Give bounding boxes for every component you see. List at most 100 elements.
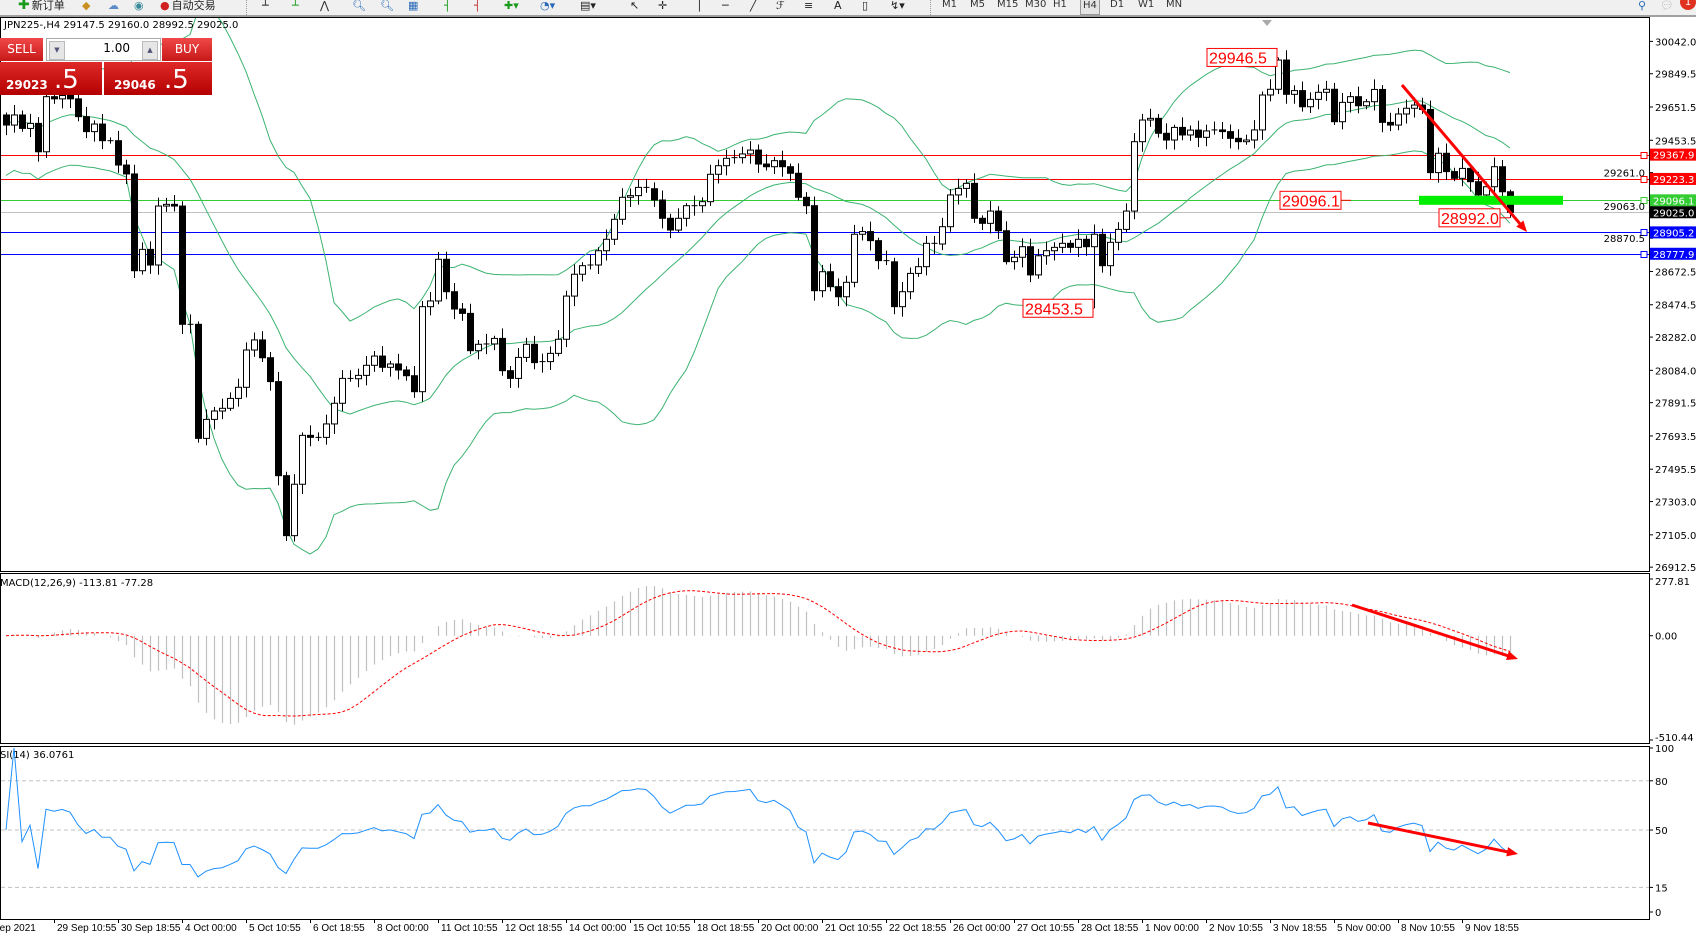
timeframe-h4[interactable]: H4	[1080, 0, 1100, 15]
alert-count-badge[interactable]: 1	[1680, 0, 1696, 10]
candle-bear-body	[787, 166, 794, 174]
candle	[1243, 134, 1250, 145]
fibo-icon[interactable]: ℱ	[776, 0, 785, 12]
lot-size-input[interactable]: ▼ 1.00 ▲	[46, 38, 161, 61]
candle	[1147, 108, 1154, 127]
candle	[787, 163, 794, 182]
candle	[1027, 238, 1034, 283]
candle-chart-icon[interactable]: ┴	[292, 0, 299, 12]
timeframe-mn[interactable]: MN	[1166, 0, 1183, 10]
signal-icon[interactable]: ◉	[134, 0, 144, 12]
candle-bull-body	[747, 149, 754, 155]
chat-icon[interactable]: 💬︎	[1660, 0, 1674, 12]
candle-bull-body	[1267, 88, 1274, 96]
candle	[83, 106, 90, 139]
candle-bear-body	[1379, 88, 1386, 123]
macd-trend-arrow-head	[1506, 651, 1518, 661]
candle	[299, 432, 306, 495]
candle	[307, 425, 314, 447]
candle-bear-body	[19, 114, 26, 129]
candle-bear-body	[891, 261, 898, 308]
candle-bear-body	[1387, 121, 1394, 126]
candle	[731, 149, 738, 164]
autoscroll-icon[interactable]: ┤	[444, 0, 451, 12]
candle-bull-body	[547, 352, 554, 363]
timeframe-d1[interactable]: D1	[1110, 0, 1125, 10]
timeframe-h1[interactable]: H1	[1053, 0, 1067, 10]
timeframe-m30[interactable]: M30	[1025, 0, 1047, 10]
candle	[1267, 79, 1274, 102]
timeframe-m15[interactable]: M15	[997, 0, 1019, 10]
time-axis-label: 1 Nov 00:00	[1145, 923, 1199, 934]
arrows-icon[interactable]: ↯▾	[890, 0, 905, 12]
candle	[1403, 99, 1410, 124]
tile-icon[interactable]: ▦	[408, 0, 419, 12]
zoom-in-icon[interactable]: 🔍︎	[352, 0, 366, 12]
crosshair-icon[interactable]: ✛	[658, 0, 668, 12]
candle-bull-body	[595, 250, 602, 266]
candle-bull-body	[915, 266, 922, 274]
timeframe-m1[interactable]: M1	[942, 0, 957, 10]
timeframe-w1[interactable]: W1	[1138, 0, 1155, 10]
candle-bull-body	[555, 338, 562, 354]
candle-bear-body	[1467, 167, 1474, 183]
macd-axis-label: -510.44	[1655, 733, 1694, 744]
candle	[1107, 233, 1114, 276]
lot-decrease-button[interactable]: ▼	[49, 41, 65, 60]
templates-icon[interactable]: ▤▾	[580, 0, 596, 12]
candle	[403, 366, 410, 381]
price-axis-label: 28084.0	[1655, 366, 1696, 377]
cursor-icon[interactable]: ↖	[630, 0, 640, 12]
candle	[1451, 167, 1458, 182]
candle-bull-body	[323, 423, 330, 438]
label-icon[interactable]: ▯	[862, 0, 869, 12]
sell-price-fraction: .5	[54, 65, 79, 95]
candle-bull-body	[1251, 129, 1258, 141]
sell-price-button[interactable]: 29023 .5	[0, 62, 102, 95]
line-handle	[1640, 229, 1648, 236]
candle-bull-body	[611, 218, 618, 240]
candle-bull-body	[163, 203, 170, 207]
timeframe-m5[interactable]: M5	[970, 0, 985, 10]
text-icon[interactable]: A	[834, 0, 842, 12]
buy-button[interactable]: BUY	[162, 38, 212, 61]
zoom-out-icon[interactable]: 🔍︎	[380, 0, 394, 12]
target-zone	[1419, 195, 1563, 205]
horizontal-line-icon[interactable]: ─	[722, 0, 729, 12]
chart-shift-icon[interactable]: ┤	[474, 0, 481, 12]
candle-bear-body	[35, 122, 42, 153]
candle	[227, 392, 234, 411]
macd-plot	[5, 585, 1518, 725]
fibo-channel-icon[interactable]: ≡	[804, 0, 814, 12]
candle-bear-body	[795, 172, 802, 198]
cloud-icon[interactable]: ☁	[108, 0, 119, 12]
lot-increase-button[interactable]: ▲	[142, 41, 158, 60]
bar-chart-icon[interactable]: ┴	[262, 0, 269, 12]
rsi-axis-label: 100	[1655, 744, 1674, 755]
buy-price-fraction: .5	[164, 65, 189, 95]
gold-icon[interactable]: ◆	[82, 0, 91, 12]
search-icon[interactable]: ⚲	[1638, 0, 1647, 12]
candle	[923, 235, 930, 276]
time-axis-label: 6 Oct 18:55	[313, 923, 365, 934]
vertical-line-icon[interactable]: │	[696, 0, 703, 12]
price-label: 29096.1	[1282, 193, 1340, 210]
candle	[899, 282, 906, 317]
auto-trading-button[interactable]: ● 自动交易	[160, 0, 216, 14]
buy-price-button[interactable]: 29046 .5	[104, 62, 212, 95]
candle-bull-body	[1323, 88, 1330, 93]
candle	[835, 278, 842, 307]
macd-signal-line	[5, 590, 1511, 717]
indicators-icon[interactable]: ✚▾	[504, 0, 519, 12]
candle	[1179, 117, 1186, 141]
rsi-line	[5, 747, 1511, 878]
new-order-button[interactable]: ✚ 新订单	[18, 0, 65, 14]
trendline-icon[interactable]: ╱	[750, 0, 757, 12]
candle-bear-body	[1451, 171, 1458, 179]
line-chart-icon[interactable]: ⋀	[320, 0, 330, 12]
sell-button[interactable]: SELL	[0, 38, 43, 61]
periods-icon[interactable]: ◔▾	[540, 0, 556, 12]
macd-axis-label: 0.00	[1655, 632, 1677, 643]
candle	[27, 113, 34, 138]
